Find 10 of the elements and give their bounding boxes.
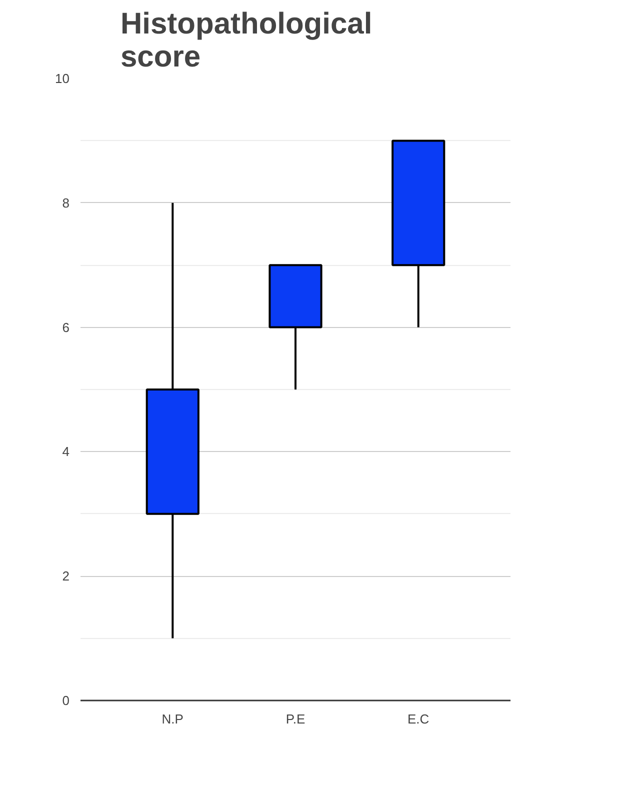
y-tick-label: 2: [62, 568, 70, 584]
chart-title: Histopathological score: [120, 8, 372, 74]
y-tick-label: 6: [62, 320, 70, 335]
y-tick-label: 4: [62, 444, 70, 460]
x-tick-label: E.C: [408, 712, 430, 726]
y-tick-label: 0: [62, 693, 70, 708]
x-tick-label: N.P: [162, 712, 184, 726]
x-tick-label: P.E: [286, 712, 306, 726]
y-tick-label: 8: [62, 195, 70, 210]
y-tick-label: 10: [55, 71, 70, 86]
